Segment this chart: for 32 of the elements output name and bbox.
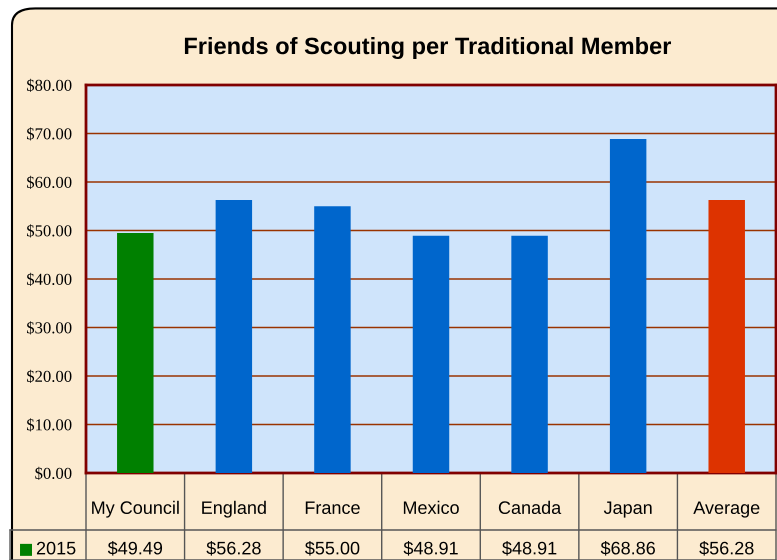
y-tick-label: $10.00 xyxy=(26,418,72,432)
x-tick-label: France xyxy=(306,501,360,514)
x-tick-label: Average xyxy=(693,501,760,518)
y-tick-label: $50.00 xyxy=(26,224,72,238)
data-label: $56.28 xyxy=(699,540,754,556)
bar xyxy=(117,232,154,473)
y-tick-label: $60.00 xyxy=(26,176,72,190)
x-tick-label: Japan xyxy=(604,501,652,518)
x-tick-label: Canada xyxy=(498,500,562,514)
y-tick-label: $0.00 xyxy=(35,466,72,480)
bar xyxy=(511,236,548,473)
y-tick-label: $20.00 xyxy=(26,370,72,384)
y-tick-label: $80.00 xyxy=(26,78,72,92)
bar xyxy=(412,236,450,473)
data-label: $48.91 xyxy=(404,540,458,556)
data-label: $48.91 xyxy=(502,540,556,556)
y-tick-label: $70.00 xyxy=(26,127,72,141)
x-tick-label: England xyxy=(202,500,266,518)
bar xyxy=(314,206,351,473)
x-tick-label: My Council xyxy=(92,500,179,518)
legend-label: 2015 xyxy=(36,542,76,555)
x-tick-label: Mexico xyxy=(404,500,459,514)
y-tick-label: $40.00 xyxy=(26,272,72,286)
bar xyxy=(610,139,646,473)
chart-title: Friends of Scouting per Traditional Member xyxy=(184,36,672,60)
data-label: $56.28 xyxy=(206,540,261,556)
y-tick-label: $30.00 xyxy=(26,321,72,335)
data-label: $49.49 xyxy=(108,540,162,556)
bar xyxy=(216,200,252,473)
bar xyxy=(708,200,745,473)
data-label: $55.00 xyxy=(305,540,360,556)
data-label: $68.86 xyxy=(600,540,655,556)
